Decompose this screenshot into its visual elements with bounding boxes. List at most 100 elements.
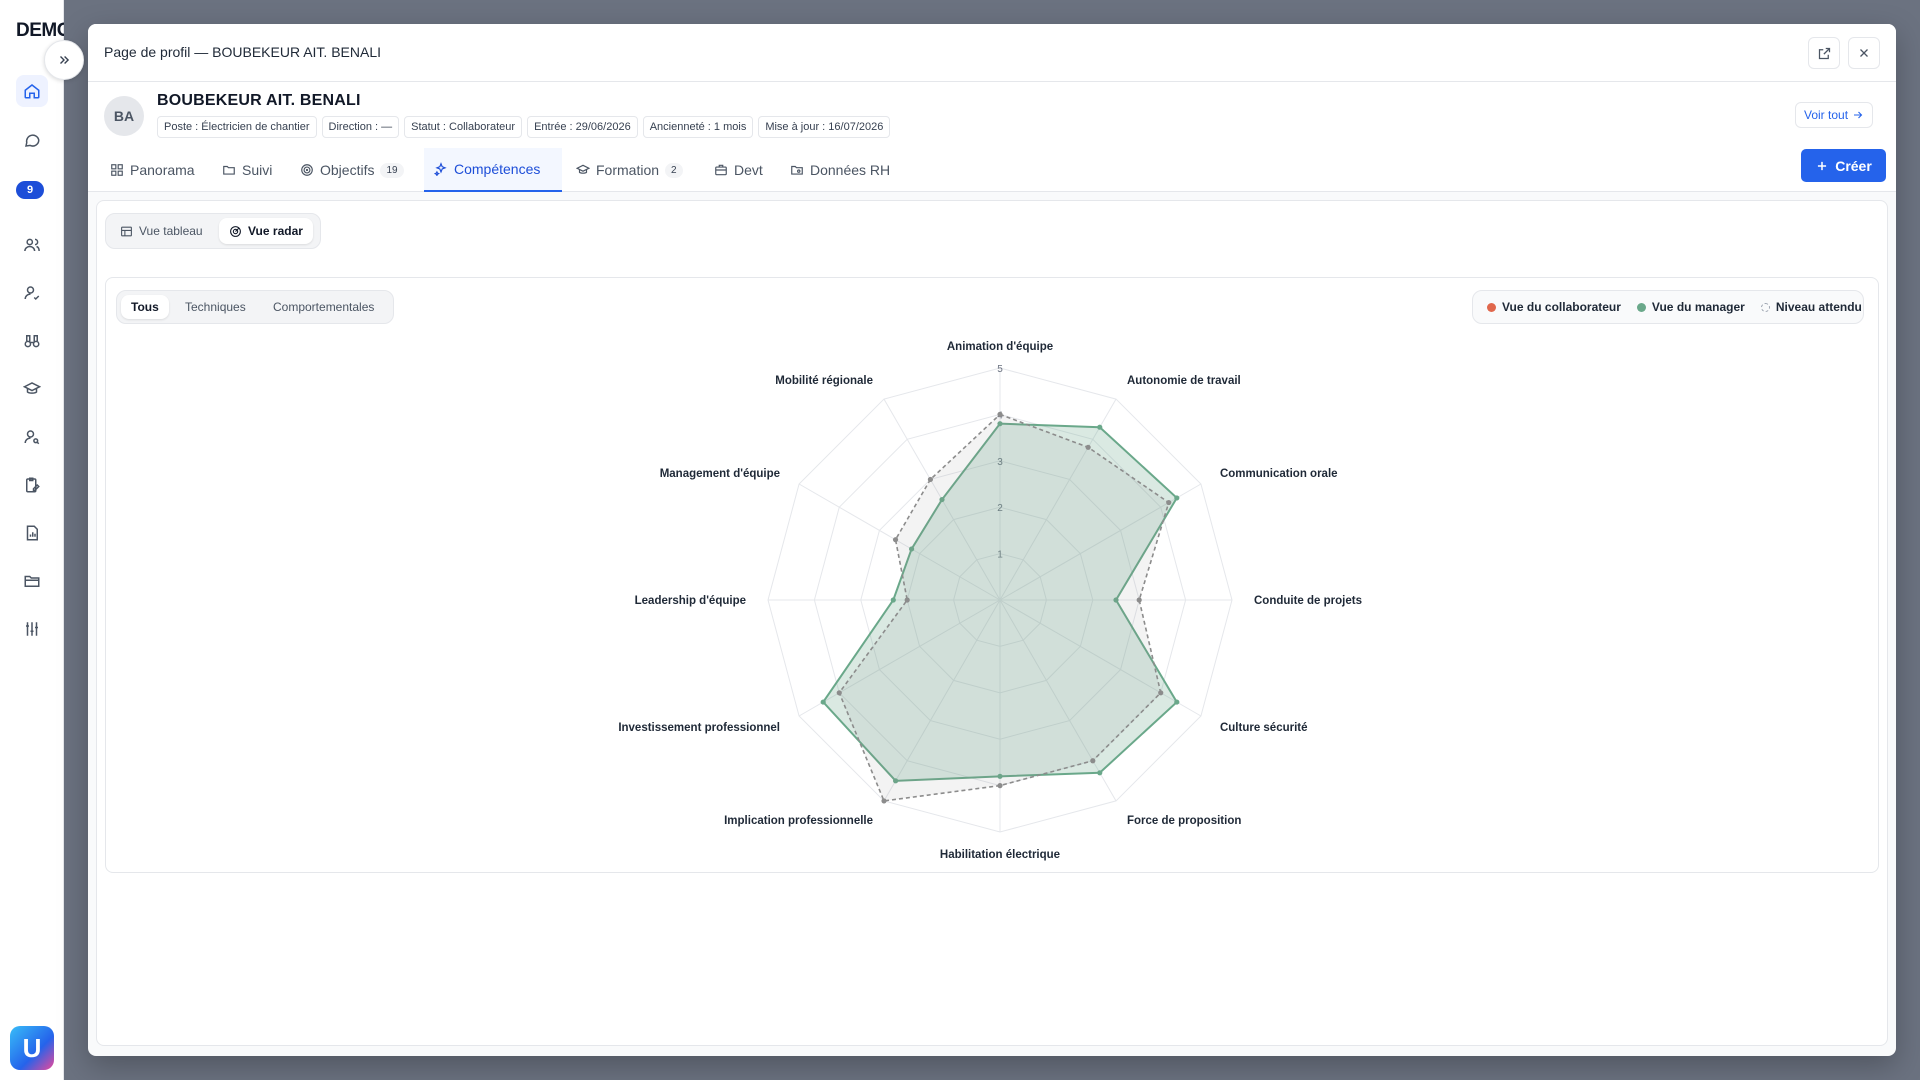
expected-point xyxy=(836,690,842,696)
modal-title: Page de profil — BOUBEKEUR AIT. BENALI xyxy=(104,44,382,60)
filter-all[interactable]: Tous xyxy=(121,295,169,319)
tick-label: 3 xyxy=(997,457,1003,468)
manager-point xyxy=(997,773,1003,779)
tab-devt[interactable]: Devt xyxy=(714,148,763,192)
clipboard-edit-icon[interactable] xyxy=(16,469,48,501)
radar-view-button[interactable]: Vue radar xyxy=(219,218,313,244)
folder-open-icon xyxy=(223,165,235,175)
grid-spoke xyxy=(798,599,1001,717)
tag-status: Statut : Collaborateur xyxy=(404,116,523,138)
expected-point xyxy=(1158,690,1164,696)
binoculars-icon[interactable] xyxy=(16,325,48,357)
manager-point xyxy=(1174,495,1180,501)
expected-point xyxy=(1090,758,1096,764)
expected-point xyxy=(1085,444,1091,450)
manager-point xyxy=(820,699,826,705)
legend-swatch xyxy=(1760,302,1770,312)
tab-panorama[interactable]: Panorama xyxy=(110,148,195,192)
legend-swatch xyxy=(1487,302,1496,312)
home-icon[interactable] xyxy=(16,75,48,107)
legend-swatch xyxy=(1636,302,1646,312)
close-icon xyxy=(1860,49,1868,57)
avatar: BA xyxy=(104,96,144,136)
axis-label: Leadership d'équipe xyxy=(635,595,746,607)
create-label: Créer xyxy=(1835,157,1872,174)
see-all-label: Voir tout xyxy=(1804,108,1849,122)
tab-competences[interactable]: Compétences xyxy=(424,148,562,192)
filter-behavioral[interactable]: Comportementales xyxy=(273,300,375,314)
user-search-icon[interactable] xyxy=(16,421,48,453)
app-logo: DEMO xyxy=(16,20,64,41)
tag-entry-date: Entrée : 29/06/2026 xyxy=(527,116,638,138)
axis-label: Conduite de projets xyxy=(1254,595,1362,607)
axis-label: Investissement professionnel xyxy=(618,722,780,734)
report-icon[interactable] xyxy=(16,517,48,549)
tab-label: Compétences xyxy=(454,161,541,177)
tab-objectifs[interactable]: Objectifs 19 xyxy=(300,148,404,192)
tab-count-badge: 19 xyxy=(380,162,404,178)
manager-point xyxy=(908,546,915,552)
team-icon[interactable] xyxy=(16,229,48,261)
app-launcher-letter: U xyxy=(22,1032,42,1063)
user-check-icon[interactable] xyxy=(16,277,48,309)
axis-label: Habilitation électrique xyxy=(940,849,1060,861)
tab-count-badge: 2 xyxy=(665,162,683,178)
app-launcher-icon[interactable]: U xyxy=(10,1026,54,1070)
grid-spoke xyxy=(999,599,1202,717)
notifications-badge[interactable]: 9 xyxy=(16,181,44,199)
expected-point xyxy=(997,783,1003,789)
tab-label: Panorama xyxy=(130,162,195,178)
tab-label: Données RH xyxy=(810,162,891,178)
tick-label: 1 xyxy=(997,550,1003,561)
tab-donnees-rh[interactable]: Données RH xyxy=(790,148,890,192)
profile-modal: Page de profil — BOUBEKEUR AIT. BENALI B… xyxy=(88,24,1896,1056)
expected-point xyxy=(1166,499,1172,506)
target-icon xyxy=(301,164,313,176)
app-sidebar: DEMO 9 U xyxy=(0,0,64,1080)
external-link-icon xyxy=(1818,47,1830,59)
legend-label: Vue du manager xyxy=(1651,300,1745,314)
grid-icon xyxy=(111,164,123,176)
legend-manager[interactable]: Vue du manager xyxy=(1636,300,1745,314)
expected-point xyxy=(892,537,899,543)
legend-expected[interactable]: Niveau attendu xyxy=(1760,300,1862,314)
tag-position: Poste : Électricien de chantier xyxy=(157,116,317,138)
manager-point xyxy=(997,421,1003,427)
table-view-button[interactable]: Vue tableau xyxy=(110,218,213,244)
manager-point xyxy=(1097,424,1103,430)
chart-legend: Vue du collaborateur Vue du manager Nive… xyxy=(1472,290,1864,324)
legend-collaborator[interactable]: Vue du collaborateur xyxy=(1487,300,1621,314)
manager-point xyxy=(890,597,896,603)
graduation-cap-icon xyxy=(576,164,590,174)
filter-technical[interactable]: Techniques xyxy=(185,300,246,314)
employee-name: BOUBEKEUR AIT. BENALI xyxy=(157,92,361,109)
see-all-button[interactable]: Voir tout xyxy=(1795,102,1874,128)
folder-icon[interactable] xyxy=(16,565,48,597)
expected-point xyxy=(881,798,887,804)
manager-point xyxy=(1174,699,1180,705)
table-icon xyxy=(121,226,132,236)
tab-label: Objectifs xyxy=(320,162,375,178)
expand-sidebar-button[interactable] xyxy=(44,40,84,80)
category-filter: Tous Techniques Comportementales xyxy=(116,290,394,324)
tag-seniority: Ancienneté : 1 mois xyxy=(642,116,754,138)
double-chevron-right-icon xyxy=(60,56,70,64)
tab-formation[interactable]: Formation 2 xyxy=(576,148,683,192)
legend-label: Vue du collaborateur xyxy=(1502,300,1621,314)
create-button[interactable]: Créer xyxy=(1801,149,1886,182)
table-view-label: Vue tableau xyxy=(139,224,203,238)
legend-label: Niveau attendu xyxy=(1775,300,1862,314)
profile-tags: Poste : Électricien de chantier Directio… xyxy=(157,116,891,138)
graduation-cap-icon[interactable] xyxy=(16,373,48,405)
sliders-icon[interactable] xyxy=(16,613,48,645)
close-button[interactable] xyxy=(1848,37,1880,69)
view-switcher: Vue tableau Vue radar xyxy=(105,213,321,249)
chat-icon[interactable] xyxy=(16,124,48,156)
grid-spoke xyxy=(999,599,1117,802)
competences-panel: Vue tableau Vue radar Tous Techniques Co… xyxy=(96,200,1888,1046)
tab-suivi[interactable]: Suivi xyxy=(222,148,272,192)
open-external-button[interactable] xyxy=(1808,37,1840,69)
arrow-right-icon xyxy=(1854,111,1863,119)
expected-point xyxy=(904,597,910,603)
